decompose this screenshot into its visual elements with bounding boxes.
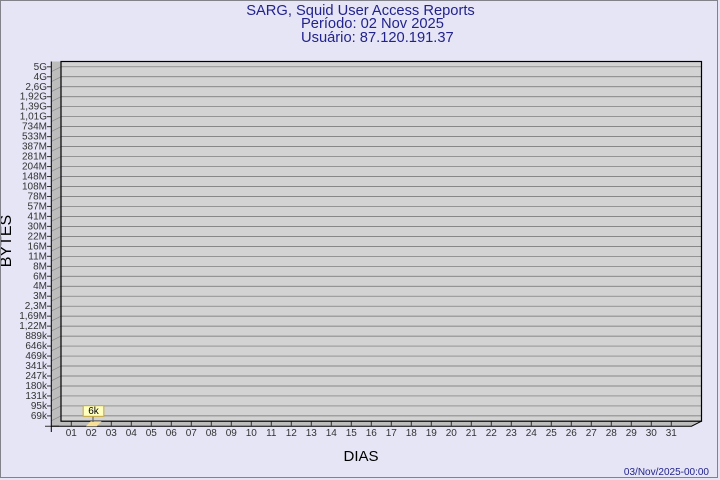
svg-text:07: 07 <box>186 428 198 439</box>
svg-text:09: 09 <box>226 428 238 439</box>
svg-text:21: 21 <box>466 428 478 439</box>
svg-text:29: 29 <box>626 428 638 439</box>
svg-text:23: 23 <box>506 428 518 439</box>
svg-text:11: 11 <box>266 428 277 439</box>
svg-text:18: 18 <box>406 428 418 439</box>
svg-text:06: 06 <box>166 428 178 439</box>
svg-text:DIAS: DIAS <box>343 448 378 465</box>
svg-text:17: 17 <box>386 428 398 439</box>
svg-text:6k: 6k <box>88 406 100 417</box>
svg-text:BYTES: BYTES <box>1 215 15 267</box>
svg-text:10: 10 <box>246 428 258 439</box>
svg-text:30: 30 <box>646 428 658 439</box>
svg-text:01: 01 <box>66 428 78 439</box>
svg-text:03: 03 <box>106 428 118 439</box>
svg-text:28: 28 <box>606 428 618 439</box>
svg-text:04: 04 <box>126 428 138 439</box>
svg-text:27: 27 <box>586 428 598 439</box>
svg-text:19: 19 <box>426 428 438 439</box>
svg-text:12: 12 <box>286 428 298 439</box>
svg-text:14: 14 <box>326 428 338 439</box>
svg-text:13: 13 <box>306 428 318 439</box>
svg-text:31: 31 <box>666 428 678 439</box>
svg-text:02: 02 <box>86 428 98 439</box>
svg-text:16: 16 <box>366 428 378 439</box>
svg-text:69k: 69k <box>31 411 48 422</box>
svg-text:24: 24 <box>526 428 538 439</box>
svg-text:25: 25 <box>546 428 558 439</box>
svg-text:22: 22 <box>486 428 498 439</box>
svg-text:20: 20 <box>446 428 458 439</box>
svg-text:05: 05 <box>146 428 158 439</box>
svg-text:03/Nov/2025-00:00: 03/Nov/2025-00:00 <box>624 467 710 478</box>
svg-text:08: 08 <box>206 428 218 439</box>
svg-text:15: 15 <box>346 428 358 439</box>
svg-text:26: 26 <box>566 428 578 439</box>
